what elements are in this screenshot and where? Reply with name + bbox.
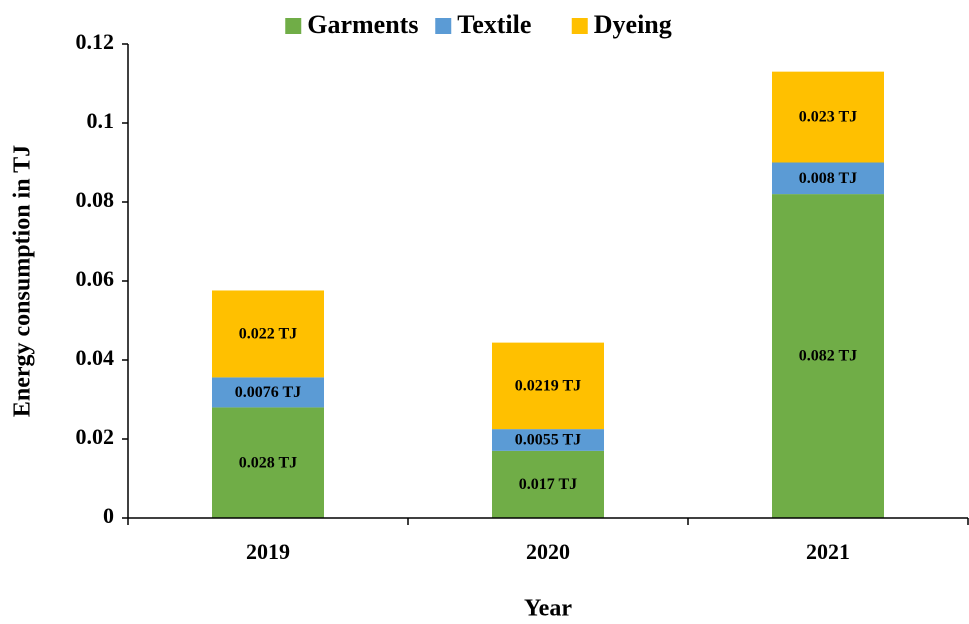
data-label: 0.082 TJ (799, 348, 857, 365)
y-tick-label: 0.04 (76, 345, 115, 370)
y-tick-label: 0.06 (76, 266, 115, 291)
bar-segment (772, 162, 884, 195)
legend-label: Garments (307, 10, 418, 39)
data-label: 0.023 TJ (799, 109, 857, 126)
data-label: 0.017 TJ (519, 476, 577, 493)
bar-segment (492, 450, 604, 518)
bar-segment (492, 429, 604, 451)
data-label: 0.0219 TJ (515, 378, 581, 395)
y-tick-label: 0 (103, 503, 114, 528)
bar-segment (212, 290, 324, 378)
legend-swatch (285, 18, 302, 34)
data-label: 0.008 TJ (799, 170, 857, 187)
x-tick-label: 2019 (246, 539, 290, 564)
legend-swatch (571, 18, 588, 34)
legend-label: Dyeing (594, 10, 672, 39)
legend-label: Textile (457, 10, 531, 39)
y-tick-label: 0.12 (76, 29, 115, 54)
x-axis-title: Year (524, 596, 572, 622)
data-label: 0.0055 TJ (515, 432, 581, 449)
bar-segment (212, 407, 324, 518)
x-tick-label: 2021 (806, 539, 850, 564)
bar-segment (212, 377, 324, 408)
data-label: 0.028 TJ (239, 454, 297, 471)
y-tick-label: 0.08 (76, 187, 115, 212)
bar-segment (492, 342, 604, 430)
bar-segment (772, 71, 884, 163)
y-tick-label: 0.1 (87, 108, 115, 133)
y-axis-title: Energy consumption in TJ (10, 145, 36, 417)
bar-segment (772, 194, 884, 518)
y-tick-label: 0.02 (76, 424, 115, 449)
legend-swatch (435, 18, 452, 34)
data-label: 0.022 TJ (239, 326, 297, 343)
data-label: 0.0076 TJ (235, 384, 301, 401)
x-tick-label: 2020 (526, 539, 570, 564)
